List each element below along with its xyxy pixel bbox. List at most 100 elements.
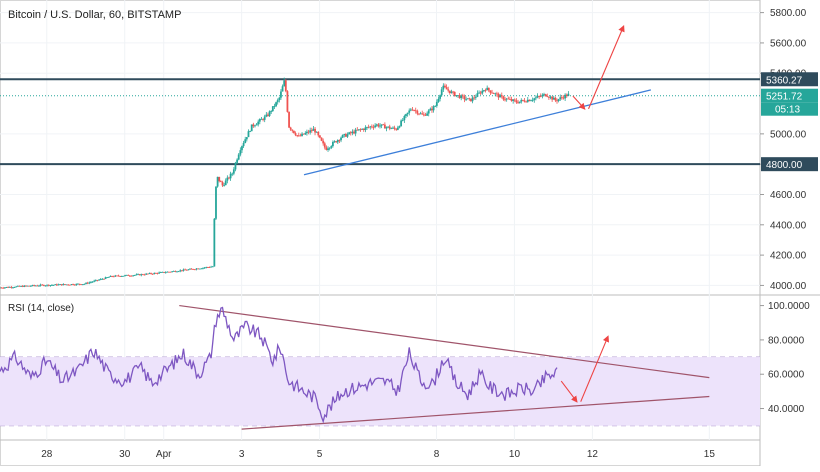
candle-body xyxy=(375,124,378,126)
candle-body xyxy=(288,111,290,128)
candle-body xyxy=(8,286,11,288)
candle-body xyxy=(556,100,558,102)
candle-body xyxy=(70,284,73,285)
x-tick-label: Apr xyxy=(156,449,172,460)
candle-body xyxy=(73,284,76,286)
candle-body xyxy=(60,284,63,286)
candle-body xyxy=(547,96,550,98)
trend-lines xyxy=(179,89,710,430)
candle-body xyxy=(559,97,562,100)
candle-body xyxy=(413,110,416,111)
candle-body xyxy=(148,273,151,274)
candle-body xyxy=(28,285,31,287)
candle-body xyxy=(421,113,424,115)
candle-body xyxy=(55,284,58,286)
candle-body xyxy=(346,134,349,137)
candle-body xyxy=(219,181,222,183)
candle-body xyxy=(10,286,13,288)
candle-body xyxy=(497,93,500,98)
candle-body xyxy=(296,135,299,136)
candle-body xyxy=(114,275,117,277)
x-tick-label: 8 xyxy=(434,449,440,460)
candle-body xyxy=(275,102,277,107)
candle-body xyxy=(216,176,219,187)
candle-body xyxy=(109,275,112,278)
candle-body xyxy=(533,98,536,101)
candle-body xyxy=(33,285,36,286)
candle-body xyxy=(562,97,565,99)
candle-body xyxy=(335,141,338,143)
candle-body xyxy=(232,169,235,174)
candle-body xyxy=(81,284,84,286)
candle-body xyxy=(13,287,16,288)
candle-body xyxy=(159,272,162,273)
candle-body xyxy=(341,135,344,138)
level-label-lower: 4800.00 xyxy=(766,160,803,171)
candle-body xyxy=(18,285,21,287)
candle-body xyxy=(2,287,5,289)
candle-body xyxy=(221,182,224,186)
candle-body xyxy=(396,127,399,130)
candle-body xyxy=(135,274,138,276)
candle-body xyxy=(437,98,440,102)
x-tick-label: 10 xyxy=(509,449,521,460)
candle-body xyxy=(249,131,251,132)
candle-body xyxy=(101,278,104,280)
candle-body xyxy=(200,268,203,270)
candle-body xyxy=(164,272,167,274)
chart-title: Bitcoin / U.S. Dollar, 60, BITSTAMP xyxy=(8,9,182,21)
candle-body xyxy=(193,269,196,271)
candle-body xyxy=(150,273,152,274)
y-tick-label: 4000.00 xyxy=(770,281,807,292)
candle-body xyxy=(112,276,115,278)
candle-body xyxy=(46,284,48,286)
candle-body xyxy=(190,268,193,270)
candle-body xyxy=(504,99,506,101)
candle-body xyxy=(90,282,92,283)
rsi-title: RSI (14, close) xyxy=(8,303,75,314)
candle-body xyxy=(15,286,18,288)
candle-body xyxy=(255,124,258,126)
candle-body xyxy=(151,273,154,275)
candle-body xyxy=(195,268,198,270)
candle-body xyxy=(257,121,260,125)
candle-body xyxy=(39,284,42,286)
candle-body xyxy=(448,90,451,94)
candle-body xyxy=(64,284,66,285)
candle-body xyxy=(205,267,208,268)
candle-body xyxy=(370,126,373,128)
candle-body xyxy=(440,89,443,96)
x-tick-label: 12 xyxy=(587,449,599,460)
candle-body xyxy=(474,96,477,98)
candle-body xyxy=(38,285,40,287)
candle-body xyxy=(401,120,404,121)
candle-body xyxy=(68,284,71,286)
candle-body xyxy=(142,274,144,276)
candle-body xyxy=(458,95,461,99)
candle-body xyxy=(385,127,388,129)
axes[interactable]: 2830Apr3581012155800.005600.005400.00500… xyxy=(41,8,810,460)
candle-body xyxy=(567,93,570,96)
candle-body xyxy=(551,96,554,100)
candle-body xyxy=(176,271,178,273)
candle-body xyxy=(518,101,521,104)
candle-body xyxy=(356,129,359,131)
candle-body xyxy=(280,91,282,98)
candle-body xyxy=(138,274,141,276)
candle-body xyxy=(158,272,161,274)
candle-body xyxy=(52,284,55,286)
y-tick-label: 5000.00 xyxy=(770,129,807,140)
candle-body xyxy=(247,131,250,138)
candle-body xyxy=(0,287,1,289)
candle-body xyxy=(372,126,375,128)
candle-body xyxy=(96,279,99,281)
candle-body xyxy=(544,94,547,97)
countdown-label: 05:13 xyxy=(775,105,800,116)
candle-body xyxy=(119,276,122,277)
candle-body xyxy=(3,287,6,289)
candle-body xyxy=(395,128,398,130)
candle-body xyxy=(323,143,326,148)
candle-body xyxy=(364,127,367,131)
candle-body xyxy=(353,131,355,134)
